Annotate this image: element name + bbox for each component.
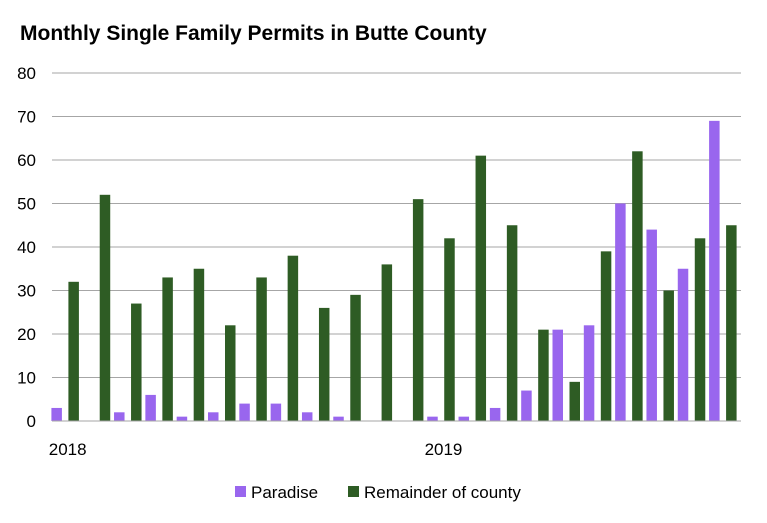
bar-remainder-21 (694, 238, 706, 421)
bar-paradise-3 (114, 412, 125, 421)
bar-remainder-3 (131, 303, 142, 421)
y-tick-label-10: 10 (17, 369, 36, 388)
bar-remainder-4 (162, 277, 173, 421)
bar-remainder-16 (538, 329, 549, 421)
bar-remainder-10 (350, 294, 361, 421)
bar-remainder-19 (632, 151, 643, 422)
bar-remainder-1 (68, 281, 79, 421)
y-tick-label-20: 20 (17, 325, 36, 344)
bar-paradise-1 (51, 407, 62, 421)
x-axis-ticks: 2018 2019 (49, 440, 463, 459)
legend: Paradise Remainder of county (235, 483, 521, 502)
bars (51, 120, 737, 422)
bar-paradise-18 (583, 325, 595, 421)
y-tick-label-60: 60 (17, 151, 36, 170)
legend-label-1: Paradise (251, 483, 318, 502)
y-tick-label-80: 80 (17, 64, 36, 83)
legend-swatch-1 (235, 486, 246, 497)
y-axis-ticks: 0 10 20 30 40 50 60 70 80 (17, 64, 36, 431)
legend-label-2: Remainder of county (364, 483, 521, 502)
legend-swatch-2 (348, 486, 359, 497)
bar-remainder-9 (318, 307, 330, 421)
bar-paradise-14 (458, 416, 470, 421)
bar-paradise-13 (427, 416, 438, 421)
bar-paradise-21 (677, 268, 689, 421)
bar-paradise-15 (489, 407, 501, 421)
y-tick-label-50: 50 (17, 195, 36, 214)
bar-remainder-18 (600, 251, 612, 421)
y-tick-label-30: 30 (17, 282, 36, 301)
bar-remainder-5 (193, 268, 205, 421)
bar-remainder-20 (663, 290, 674, 421)
bar-remainder-22 (726, 225, 737, 421)
bar-paradise-6 (208, 412, 219, 421)
x-tick-label-2019: 2019 (425, 440, 463, 459)
y-tick-label-40: 40 (17, 238, 36, 257)
bar-paradise-16 (521, 390, 532, 421)
bar-paradise-10 (333, 416, 344, 421)
y-tick-label-0: 0 (27, 412, 36, 431)
bar-paradise-4 (145, 394, 156, 421)
bar-paradise-17 (552, 329, 563, 421)
bar-remainder-14 (475, 155, 487, 421)
bar-paradise-5 (176, 416, 188, 421)
bar-remainder-6 (225, 325, 236, 421)
bar-remainder-12 (412, 199, 424, 421)
bar-remainder-2 (99, 194, 111, 421)
bar-paradise-19 (615, 203, 626, 421)
bar-remainder-8 (287, 255, 299, 421)
y-tick-label-70: 70 (17, 108, 36, 127)
bar-remainder-17 (569, 381, 580, 421)
bar-paradise-7 (239, 403, 250, 421)
bar-paradise-20 (646, 229, 657, 421)
bar-paradise-8 (270, 403, 282, 421)
x-tick-label-2018: 2018 (49, 440, 87, 459)
bar-remainder-7 (256, 277, 267, 421)
bar-remainder-11 (381, 264, 393, 421)
bar-paradise-22 (709, 120, 720, 421)
chart-title: Monthly Single Family Permits in Butte C… (20, 22, 487, 45)
bar-remainder-15 (506, 225, 518, 421)
bar-remainder-13 (444, 238, 455, 421)
bar-paradise-9 (301, 412, 313, 421)
